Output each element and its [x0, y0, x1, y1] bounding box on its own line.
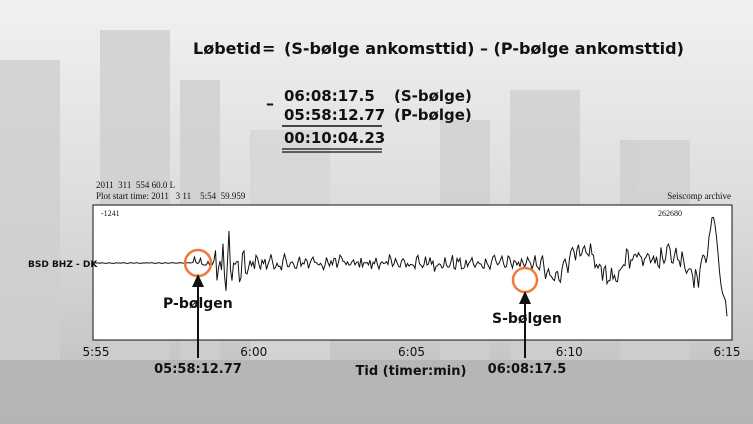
result: 00:10:04.23 — [284, 129, 385, 147]
label-p: (P-bølge) — [394, 106, 472, 124]
x-tick-label: 6:10 — [556, 345, 583, 359]
time-s: 06:08:17.5 — [284, 87, 375, 105]
x-ticks: 5:55 6:00 6:05 6:10 6:15 — [83, 345, 741, 359]
archive: Seiscomp archive — [667, 191, 731, 201]
min-count: -1241 — [101, 209, 120, 218]
s-arrowhead — [519, 291, 531, 304]
max-count: 262680 — [658, 209, 682, 218]
formula-rhs: (S-bølge ankomsttid) – (P-bølge ankomstt… — [284, 39, 684, 58]
p-time: 05:58:12.77 — [154, 362, 242, 377]
x-tick-label: 6:00 — [240, 345, 267, 359]
x-axis-label: Tid (timer:min) — [356, 364, 467, 379]
formula-eq: = — [262, 39, 275, 58]
label-s: (S-bølge) — [394, 87, 472, 105]
seismogram-trace — [99, 216, 728, 317]
s-label: S-bølgen — [492, 311, 562, 327]
p-arrowhead — [192, 274, 204, 287]
x-tick-label: 5:55 — [83, 345, 110, 359]
header-line: 2011 311 554 60.0 L — [96, 180, 175, 190]
station: BSD BHZ - DK — [28, 260, 98, 270]
minus: – — [266, 94, 274, 113]
x-tick-label: 6:05 — [398, 345, 425, 359]
x-tick-label: 6:15 — [714, 345, 741, 359]
formula-lhs: Løbetid — [193, 39, 261, 58]
plot-frame — [92, 204, 733, 341]
header-line: Plot start time: 2011 3 11 5:54 59.959 — [96, 191, 246, 201]
p-label: P-bølgen — [163, 296, 233, 312]
s-time: 06:08:17.5 — [488, 362, 567, 377]
time-p: 05:58:12.77 — [284, 106, 385, 124]
